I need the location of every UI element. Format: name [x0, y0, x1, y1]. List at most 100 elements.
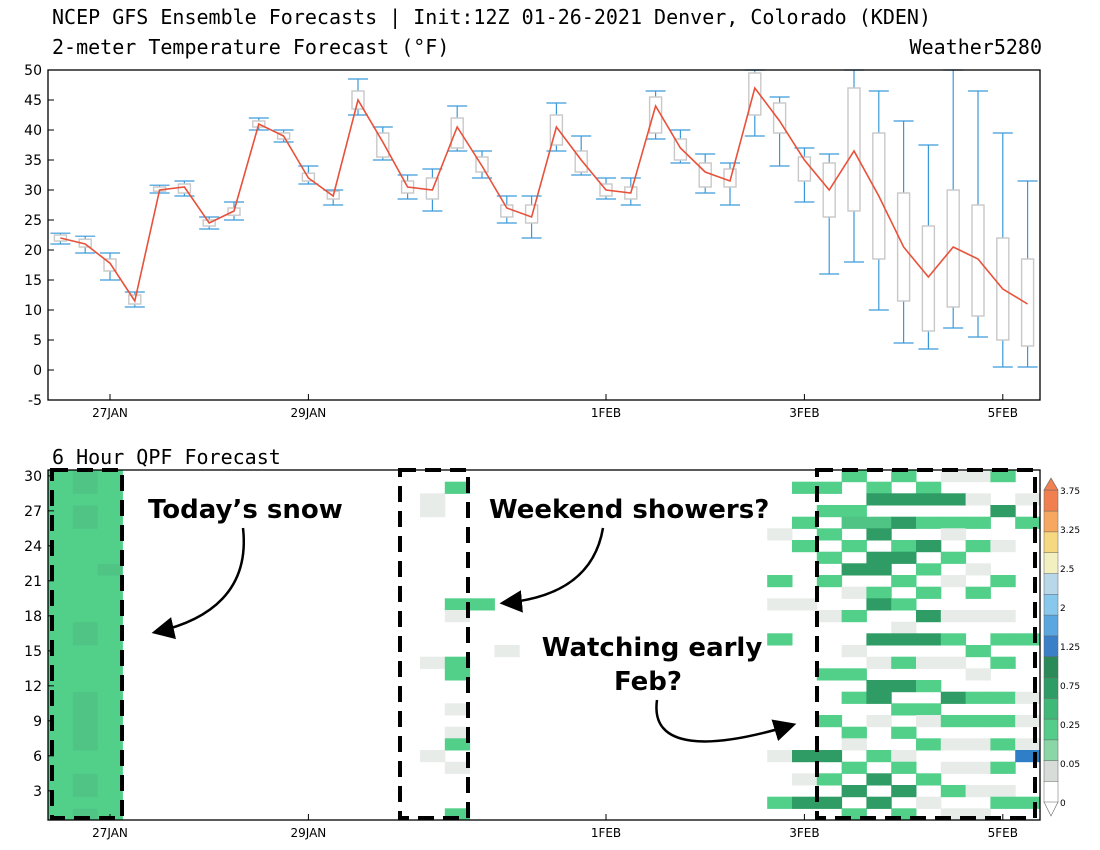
qpf-cell	[940, 493, 967, 506]
qpf-cell	[940, 551, 967, 564]
qpf-cell	[965, 563, 991, 576]
qpf-cell	[816, 610, 843, 623]
qpf-cell	[72, 586, 99, 599]
qpf-cell	[1015, 516, 1041, 529]
qpf-cell	[1015, 691, 1041, 704]
qpf-cell	[72, 750, 99, 763]
qpf-cell	[916, 656, 942, 669]
qpf-cell	[792, 598, 818, 611]
qpf-cell	[48, 738, 74, 751]
qpf-cell	[420, 656, 446, 669]
chart-title: NCEP GFS Ensemble Forecasts | Init:12Z 0…	[52, 5, 931, 29]
annotation-weekend-showers: Weekend showers?	[489, 495, 769, 525]
qpf-cell	[940, 528, 967, 541]
colorbar-top-triangle	[1043, 477, 1059, 491]
chart-subtitle: 2-meter Temperature Forecast (°F)	[52, 35, 450, 59]
qpf-x-tick-label: 1FEB	[591, 826, 621, 840]
qpf-cell	[97, 645, 123, 658]
qpf-cell	[48, 493, 74, 506]
qpf-y-tick-label: 9	[33, 714, 42, 730]
qpf-cell	[866, 656, 892, 669]
qpf-cell	[48, 598, 74, 611]
qpf-cell	[940, 633, 967, 646]
qpf-cell	[916, 563, 942, 576]
qpf-cell	[97, 470, 123, 483]
qpf-cell	[97, 528, 123, 541]
qpf-cell	[48, 680, 74, 693]
qpf-cell	[841, 738, 867, 751]
temperature-panel: -5 0 5 10 15 20 25 30 35 40 45 50 27JAN 29JAN 1FEB 3FEB…	[24, 63, 1041, 420]
qpf-cell	[916, 633, 942, 646]
temp-plot-frame	[47, 69, 1041, 401]
qpf-cell	[97, 656, 123, 669]
annotation-layer: Today’s snow Weekend showers? Watching ear…	[148, 495, 797, 743]
highlight-dashed-box	[815, 468, 1037, 820]
qpf-cell	[891, 575, 917, 588]
y-tick-label: 30	[24, 183, 42, 199]
qpf-cell	[97, 610, 123, 623]
qpf-cell	[940, 516, 967, 529]
qpf-cell	[866, 586, 892, 599]
qpf-y-tick-label: 12	[24, 679, 42, 695]
qpf-cell	[72, 505, 99, 518]
qpf-cell	[990, 761, 1016, 774]
colorbar-label: 0	[1060, 799, 1066, 809]
qpf-cell	[965, 668, 991, 681]
qpf-cell	[990, 691, 1016, 704]
highlight-dashed-box	[398, 468, 470, 820]
qpf-cell	[72, 761, 99, 774]
qpf-cell	[990, 738, 1016, 751]
qpf-cell	[965, 493, 991, 506]
qpf-cell	[841, 668, 867, 681]
qpf-cell	[97, 761, 123, 774]
qpf-cell	[97, 493, 123, 506]
colorbar-segment	[1043, 780, 1059, 803]
qpf-cell	[916, 540, 942, 553]
qpf-cell	[866, 493, 892, 506]
qpf-cell	[48, 656, 74, 669]
qpf-cell	[420, 505, 446, 518]
y-tick-label: 0	[33, 363, 42, 379]
qpf-y-tick-label: 15	[24, 644, 42, 660]
qpf-cell	[48, 516, 74, 529]
qpf-cell	[97, 575, 123, 588]
qpf-cell	[841, 726, 867, 739]
x-tick-label: 27JAN	[92, 406, 128, 420]
qpf-cell	[965, 715, 991, 728]
qpf-cell	[916, 773, 942, 786]
qpf-cell	[72, 656, 99, 669]
iqr-box	[921, 225, 936, 332]
qpf-cell	[48, 621, 74, 634]
qpf-cell	[916, 516, 942, 529]
qpf-cell	[816, 528, 843, 541]
brand-label: Weather5280	[909, 35, 1042, 59]
qpf-cell	[48, 528, 74, 541]
colorbar-label: 0.25	[1060, 721, 1080, 731]
qpf-cell	[965, 470, 991, 483]
qpf-cell	[891, 598, 917, 611]
qpf-cell	[841, 691, 867, 704]
qpf-cell	[444, 656, 471, 669]
iqr-box	[450, 117, 464, 149]
qpf-cell	[494, 645, 520, 658]
qpf-cell	[97, 481, 123, 494]
qpf-cell	[965, 540, 991, 553]
x-tick-label: 3FEB	[789, 406, 819, 420]
qpf-cell	[916, 586, 942, 599]
qpf-cell	[792, 796, 818, 809]
qpf-cell	[97, 633, 123, 646]
qpf-x-tick-label: 5FEB	[988, 826, 1018, 840]
qpf-cell	[816, 551, 843, 564]
qpf-cell	[940, 691, 967, 704]
qpf-cell	[891, 750, 917, 763]
iqr-box	[847, 87, 861, 212]
colorbar-segment	[1043, 572, 1059, 595]
iqr-box	[698, 162, 712, 188]
qpf-cell	[48, 540, 74, 553]
qpf-cell	[444, 738, 471, 751]
qpf-cell	[990, 505, 1016, 518]
qpf-cell	[866, 680, 892, 693]
colorbar-segment	[1043, 739, 1059, 761]
qpf-cell	[965, 691, 991, 704]
qpf-cell	[841, 610, 867, 623]
